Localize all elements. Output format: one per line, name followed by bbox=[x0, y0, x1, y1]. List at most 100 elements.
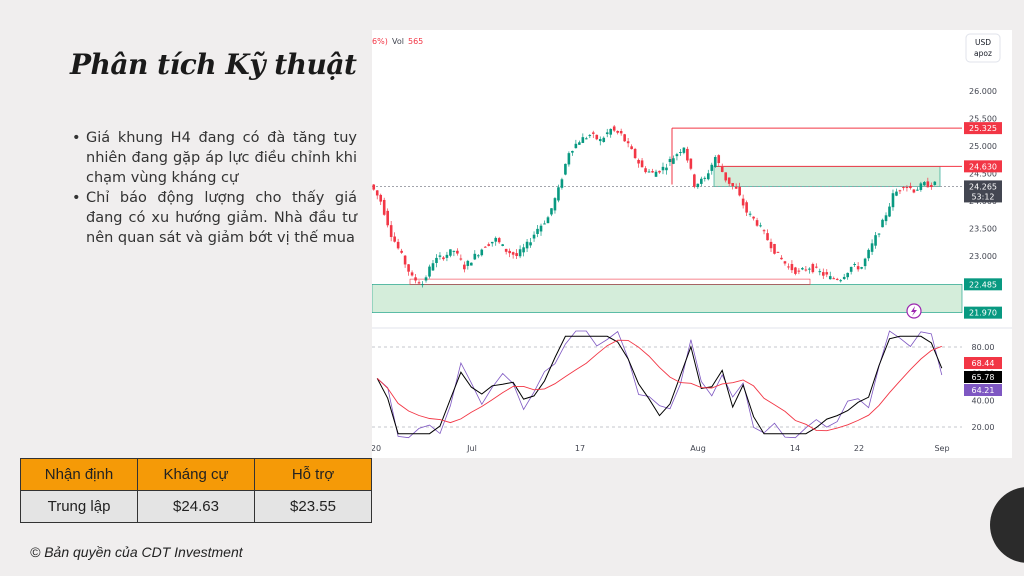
candle-body bbox=[525, 241, 529, 249]
candle-body bbox=[787, 266, 790, 268]
candle-body bbox=[389, 225, 393, 237]
candle-body bbox=[860, 267, 863, 269]
candle-body bbox=[546, 217, 550, 224]
candle-body bbox=[602, 137, 606, 142]
candle-body bbox=[626, 141, 630, 144]
candle-body bbox=[665, 167, 668, 171]
candle-body bbox=[881, 219, 884, 228]
corner-circle-decoration bbox=[990, 487, 1024, 563]
candle-body bbox=[581, 137, 585, 143]
candle-body bbox=[651, 171, 654, 173]
slide-title: Phân tích Kỹ thuật bbox=[70, 48, 357, 81]
candle-body bbox=[536, 228, 539, 234]
candle-body bbox=[529, 242, 532, 246]
price-axis-tick: 26.000 bbox=[969, 87, 997, 96]
time-axis-label: 17 bbox=[575, 444, 585, 453]
candle-body bbox=[832, 278, 836, 280]
chart-svg[interactable]: 6%) Vol 565 USD apoz 26.000 25.500 25.000 2… bbox=[372, 30, 1012, 458]
candle-body bbox=[724, 172, 728, 181]
candle-body bbox=[637, 159, 640, 164]
price-badge bbox=[964, 306, 1002, 319]
candle-body bbox=[773, 243, 776, 254]
candle-body bbox=[912, 189, 916, 193]
price-chart[interactable]: 6%) Vol 565 USD apoz 26.000 25.500 25.000 2… bbox=[372, 30, 1012, 458]
candle-body bbox=[382, 199, 386, 215]
candle-body bbox=[923, 182, 926, 186]
candle-body bbox=[752, 216, 755, 219]
price-axis-tick: 25.000 bbox=[969, 142, 997, 151]
price-axis-tick: 23.000 bbox=[969, 252, 997, 261]
candle-body bbox=[386, 210, 389, 226]
candle-body bbox=[372, 184, 376, 190]
price-badge bbox=[964, 278, 1002, 291]
candle-body bbox=[745, 202, 748, 213]
table-row: Trung lập $24.63 $23.55 bbox=[20, 490, 372, 523]
candle-body bbox=[480, 249, 484, 256]
candle-body bbox=[560, 179, 564, 188]
rsi-line bbox=[376, 335, 943, 435]
currency-unit-line2: apoz bbox=[974, 49, 992, 58]
candle-body bbox=[839, 280, 843, 282]
candle-body bbox=[619, 131, 623, 134]
candle-body bbox=[588, 135, 592, 137]
price-badge-label: 21.970 bbox=[969, 309, 997, 318]
price-badge-label: 24.630 bbox=[969, 162, 997, 171]
time-axis-label: 14 bbox=[790, 444, 800, 453]
price-badge-countdown: 53:12 bbox=[971, 192, 994, 201]
oscillator-axis-tick: 40.00 bbox=[972, 396, 995, 405]
candle-body bbox=[821, 272, 825, 276]
volume-value: 565 bbox=[408, 37, 423, 46]
candle-body bbox=[438, 255, 442, 257]
candle-body bbox=[466, 260, 470, 266]
candle-body bbox=[891, 193, 895, 208]
candle-body bbox=[759, 225, 762, 227]
candle-body bbox=[476, 255, 480, 257]
candle-body bbox=[647, 171, 651, 173]
candle-body bbox=[689, 158, 693, 169]
candle-body bbox=[815, 266, 818, 268]
candle-body bbox=[494, 237, 498, 242]
candle-body bbox=[623, 134, 626, 142]
candle-body bbox=[557, 187, 560, 201]
candle-body bbox=[654, 171, 658, 177]
price-badge-label: 25.325 bbox=[969, 124, 997, 133]
candle-body bbox=[445, 254, 449, 258]
candle-body bbox=[417, 282, 421, 284]
signal-table: Nhận định Kháng cự Hỗ trợ Trung lập $24.… bbox=[20, 458, 372, 523]
candle-body bbox=[501, 244, 504, 246]
candle-body bbox=[630, 146, 633, 150]
candle-body bbox=[710, 164, 714, 171]
candle-body bbox=[849, 266, 853, 272]
candle-body bbox=[595, 134, 599, 140]
oscillator-badge-label: 64.21 bbox=[972, 386, 995, 395]
candle-body bbox=[672, 158, 675, 164]
candle-body bbox=[797, 270, 801, 272]
oscillator-badge bbox=[964, 357, 1002, 369]
candle-body bbox=[888, 206, 891, 217]
candle-body bbox=[522, 247, 525, 253]
candle-body bbox=[508, 250, 511, 254]
candle-body bbox=[435, 257, 438, 264]
time-axis-label: 20 bbox=[372, 444, 381, 453]
candle-body bbox=[804, 269, 808, 271]
currency-unit-button[interactable]: USD apoz bbox=[965, 33, 1001, 63]
candle-body bbox=[428, 266, 431, 277]
candle-body bbox=[421, 284, 424, 286]
candle-body bbox=[741, 198, 745, 206]
analysis-bullets: Giá khung H4 đang có đà tăng tuy nhiên đ… bbox=[72, 128, 357, 248]
candle-body bbox=[407, 264, 410, 272]
oscillator-badge bbox=[964, 384, 1002, 396]
candle-body bbox=[393, 236, 396, 242]
candle-body bbox=[706, 173, 710, 180]
candle-body bbox=[487, 244, 491, 246]
candle-body bbox=[898, 190, 902, 192]
candle-body bbox=[794, 267, 797, 274]
price-badge-label: 24.265 bbox=[969, 182, 997, 191]
candle-body bbox=[734, 186, 738, 189]
candle-body bbox=[396, 241, 400, 249]
candle-body bbox=[870, 243, 874, 252]
candle-body bbox=[748, 213, 752, 215]
candle-body bbox=[682, 147, 686, 153]
candle-body bbox=[919, 183, 923, 190]
candle-body bbox=[511, 252, 515, 255]
